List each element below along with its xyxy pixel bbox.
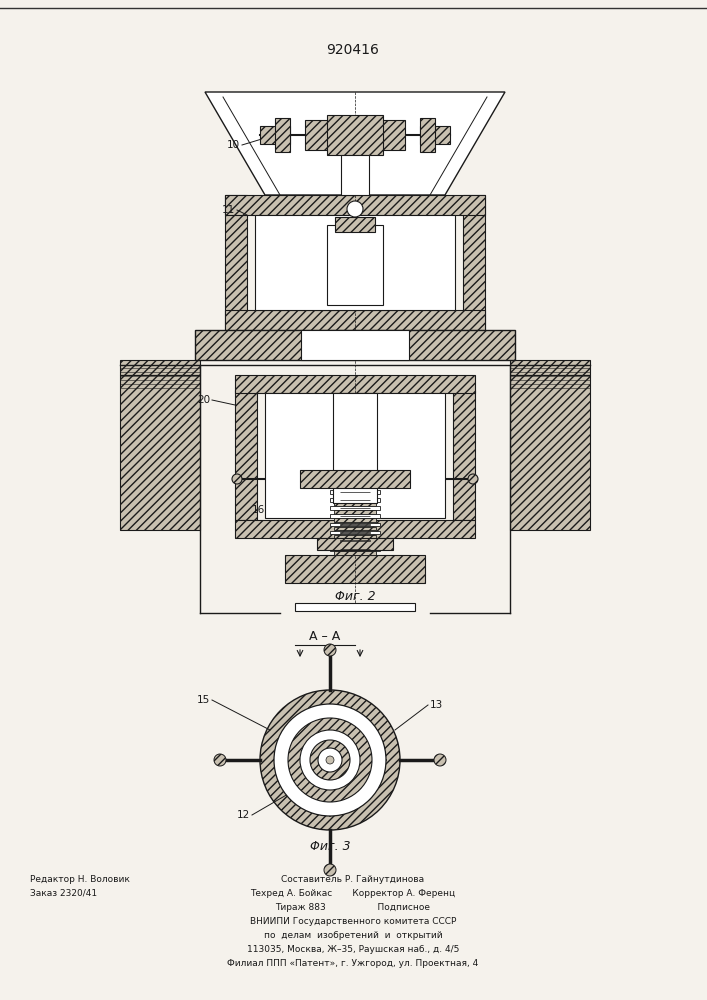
Text: 10: 10	[227, 140, 240, 150]
Text: ВНИИПИ Государственного комитета СССР: ВНИИПИ Государственного комитета СССР	[250, 917, 456, 926]
Text: 113035, Москва, Ж–35, Раушская наб., д. 4/5: 113035, Москва, Ж–35, Раушская наб., д. …	[247, 945, 459, 954]
Bar	[334, 551, 376, 555]
Bar	[335, 217, 375, 232]
Text: Филиал ППП «Патент», г. Ужгород, ул. Проектная, 4: Филиал ППП «Патент», г. Ужгород, ул. Про…	[228, 959, 479, 968]
Bar	[334, 527, 376, 530]
Bar	[235, 375, 475, 393]
Bar	[225, 195, 485, 215]
Bar	[330, 539, 380, 542]
Text: 12: 12	[237, 810, 250, 820]
Text: 13: 13	[430, 700, 443, 710]
Text: 16: 16	[252, 505, 265, 515]
Text: Φиг. 2: Φиг. 2	[334, 590, 375, 603]
Bar	[334, 494, 376, 498]
Text: Техред А. Бойкас       Корректор А. Ференц: Техред А. Бойкас Корректор А. Ференц	[250, 889, 455, 898]
Circle shape	[214, 754, 226, 766]
Bar	[330, 498, 380, 502]
Text: 11: 11	[222, 205, 235, 215]
Text: 20: 20	[197, 395, 210, 405]
Bar	[305, 120, 405, 150]
Bar	[463, 195, 485, 330]
Bar	[255, 215, 455, 310]
Circle shape	[434, 754, 446, 766]
Bar	[275, 118, 290, 152]
Bar	[334, 502, 376, 506]
Bar	[225, 195, 247, 330]
Circle shape	[468, 474, 478, 484]
Polygon shape	[205, 92, 505, 195]
Bar	[510, 360, 590, 375]
Bar	[333, 393, 377, 503]
Bar	[327, 115, 383, 155]
Bar	[341, 155, 369, 195]
Bar	[225, 310, 485, 330]
Circle shape	[347, 201, 363, 217]
Circle shape	[310, 740, 350, 780]
Text: Φиг. 3: Φиг. 3	[310, 840, 350, 853]
Circle shape	[274, 704, 386, 816]
Text: по  делам  изобретений  и  открытий: по делам изобретений и открытий	[264, 931, 443, 940]
Bar	[235, 520, 475, 538]
Circle shape	[318, 748, 342, 772]
Bar	[317, 538, 393, 550]
Bar	[295, 603, 415, 611]
Circle shape	[260, 690, 400, 830]
Circle shape	[232, 474, 242, 484]
Bar	[330, 514, 380, 518]
Bar	[285, 555, 425, 583]
Bar	[300, 470, 410, 488]
Bar	[301, 330, 409, 360]
Bar	[235, 390, 257, 520]
Bar	[120, 375, 200, 530]
Text: Заказ 2320/41: Заказ 2320/41	[30, 889, 97, 898]
Circle shape	[324, 644, 336, 656]
Bar	[334, 510, 376, 514]
Bar	[120, 360, 200, 375]
Circle shape	[326, 756, 334, 764]
Bar	[330, 506, 380, 510]
Text: Редактор Н. Воловик: Редактор Н. Воловик	[30, 875, 130, 884]
Bar	[334, 543, 376, 547]
Bar	[330, 547, 380, 551]
Bar	[420, 118, 435, 152]
Bar	[330, 522, 380, 526]
Text: 15: 15	[197, 695, 210, 705]
Bar	[330, 531, 380, 534]
Bar	[330, 490, 380, 494]
Bar	[453, 390, 475, 520]
Bar	[265, 393, 445, 518]
Bar	[420, 126, 450, 144]
Bar	[260, 126, 290, 144]
Circle shape	[288, 718, 372, 802]
Bar	[334, 535, 376, 538]
Circle shape	[300, 730, 360, 790]
Bar	[327, 225, 383, 305]
Text: A – A: A – A	[310, 630, 341, 643]
Text: Составитель Р. Гайнутдинова: Составитель Р. Гайнутдинова	[281, 875, 425, 884]
Bar	[510, 375, 590, 530]
Circle shape	[324, 864, 336, 876]
Text: Тираж 883                  Подписное: Тираж 883 Подписное	[276, 903, 431, 912]
Text: 920416: 920416	[327, 43, 380, 57]
Bar	[195, 330, 515, 360]
Bar	[334, 518, 376, 522]
